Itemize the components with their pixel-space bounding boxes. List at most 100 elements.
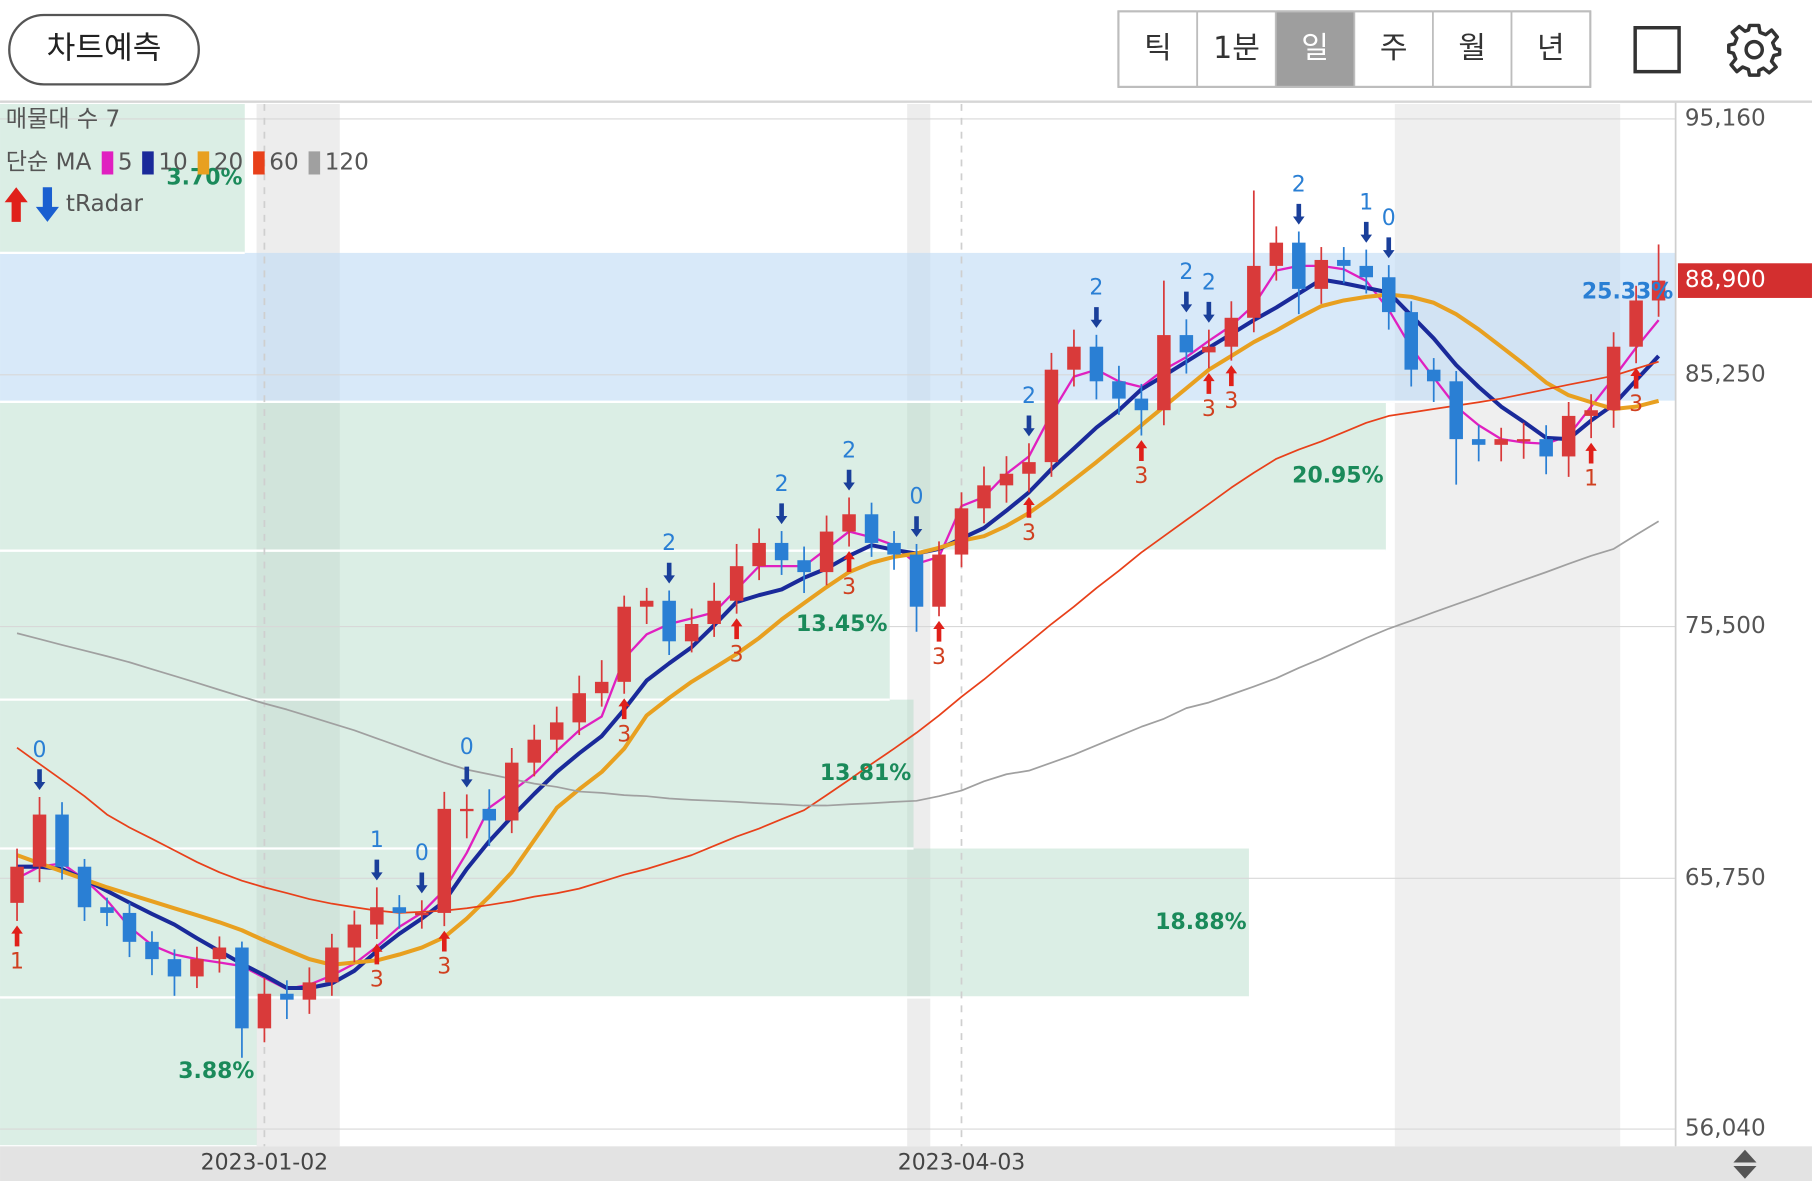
legend: 매물대 수 7 단순 MA tRadar 5 10 20 60 120 <box>4 107 369 222</box>
candle-body <box>1044 369 1059 463</box>
candle-body <box>594 681 609 694</box>
candle-body <box>1382 277 1396 313</box>
candle-body <box>1089 346 1104 382</box>
candle-body <box>482 808 497 821</box>
top-signal: 2 <box>1089 276 1103 301</box>
candle-body <box>639 600 654 607</box>
bottom-signal: 3 <box>617 722 631 747</box>
y-tick-label: 56,040 <box>1685 1116 1766 1142</box>
candle-body <box>999 473 1014 486</box>
candle-body <box>1314 259 1329 289</box>
candle-body <box>280 993 294 1000</box>
candle-body <box>1067 346 1081 370</box>
candle-body <box>1629 300 1643 347</box>
profile-band <box>0 848 1249 998</box>
period-tabs: 틱 1분 일 주 월 년 <box>1117 10 1592 88</box>
band-label: 3.88% <box>178 1059 254 1084</box>
bottom-signal-arrow <box>1225 365 1238 387</box>
candle-body <box>1426 369 1441 382</box>
bottom-signal: 1 <box>10 950 24 975</box>
top-signal: 0 <box>415 841 429 866</box>
profile-title: 매물대 수 7 <box>6 107 120 133</box>
x-axis-bar <box>0 1146 1812 1181</box>
legend-label: 120 <box>325 149 369 175</box>
top-signal: 1 <box>370 828 384 853</box>
top-signal: 2 <box>1179 260 1193 285</box>
resize-icon[interactable] <box>1733 1149 1757 1179</box>
top-signal-arrow <box>461 766 473 788</box>
candle-body <box>77 866 92 908</box>
legend-label: 60 <box>269 149 298 175</box>
top-signal-arrow <box>33 769 46 791</box>
candle-body <box>1539 439 1553 457</box>
tab[interactable] <box>1432 10 1513 88</box>
tab[interactable] <box>1117 10 1199 88</box>
top-signal-arrow <box>843 469 855 491</box>
candle-body <box>1449 381 1463 440</box>
candle-body <box>729 566 744 601</box>
tab[interactable] <box>1353 10 1434 88</box>
y-tick-label: 95,160 <box>1685 105 1766 131</box>
profile-band <box>0 699 914 849</box>
top-signal-arrow <box>1382 237 1395 259</box>
candle-body <box>32 814 47 867</box>
candle-body <box>415 912 429 916</box>
bottom-signal-arrow <box>1023 496 1035 518</box>
candle-body <box>1606 346 1621 411</box>
profile-band <box>0 997 257 1147</box>
legend-label: 10 <box>158 149 187 175</box>
candle-body <box>774 542 789 561</box>
candle-body <box>100 907 114 913</box>
bottom-signal: 3 <box>1629 392 1643 417</box>
tab[interactable] <box>1274 10 1356 88</box>
candle-body <box>932 554 946 607</box>
top-signal: 0 <box>33 738 47 763</box>
bottom-signal: 3 <box>1202 397 1216 422</box>
candle-body <box>617 606 631 682</box>
candle-body <box>684 624 699 642</box>
candle-body <box>1471 439 1486 445</box>
up-arrow-icon <box>4 187 28 222</box>
candle-body <box>752 542 766 567</box>
tab-label: 1분 <box>1213 31 1260 66</box>
top-signal-arrow <box>663 562 675 584</box>
predict-button[interactable] <box>8 13 200 86</box>
top-signal-arrow <box>910 516 923 538</box>
profile-band <box>0 401 1386 551</box>
candle-body <box>1224 317 1239 347</box>
x-tick-label: 2023-04-03 <box>898 1151 1025 1176</box>
tab-label: 주 <box>1380 31 1408 66</box>
candle-body <box>302 982 317 1000</box>
candle-body <box>190 959 204 977</box>
grid <box>0 104 1676 1147</box>
tab-label: 월 <box>1458 31 1486 66</box>
bottom-signal: 3 <box>730 642 744 667</box>
candle-body <box>707 600 721 625</box>
top-signal: 2 <box>662 531 676 556</box>
candle-body <box>505 762 519 821</box>
candle-body <box>212 947 227 960</box>
ma-line <box>16 520 1660 807</box>
top-signal: 0 <box>460 735 474 760</box>
legend-swatch <box>197 151 210 175</box>
top-signal: 2 <box>1292 172 1306 197</box>
tab[interactable] <box>1510 10 1591 88</box>
top-signal: 2 <box>842 438 856 463</box>
top-signal: 0 <box>1382 206 1396 231</box>
top-signal: 2 <box>1022 384 1036 409</box>
candle-body <box>437 808 452 913</box>
candle-body <box>1494 439 1508 445</box>
candle-body <box>1337 259 1351 266</box>
candle-body <box>1269 242 1284 266</box>
candle-body <box>460 808 474 812</box>
last-price-label: 88,900 <box>1685 267 1766 293</box>
candle-body <box>662 600 676 642</box>
legend-swatch <box>101 151 114 175</box>
bottom-signal: 1 <box>1584 467 1598 492</box>
settings-icon[interactable] <box>1727 23 1782 77</box>
fullscreen-icon[interactable] <box>1633 26 1681 74</box>
bottom-signal: 3 <box>842 575 856 600</box>
bottom-signal-arrow <box>438 930 451 952</box>
tab[interactable] <box>1196 10 1277 88</box>
